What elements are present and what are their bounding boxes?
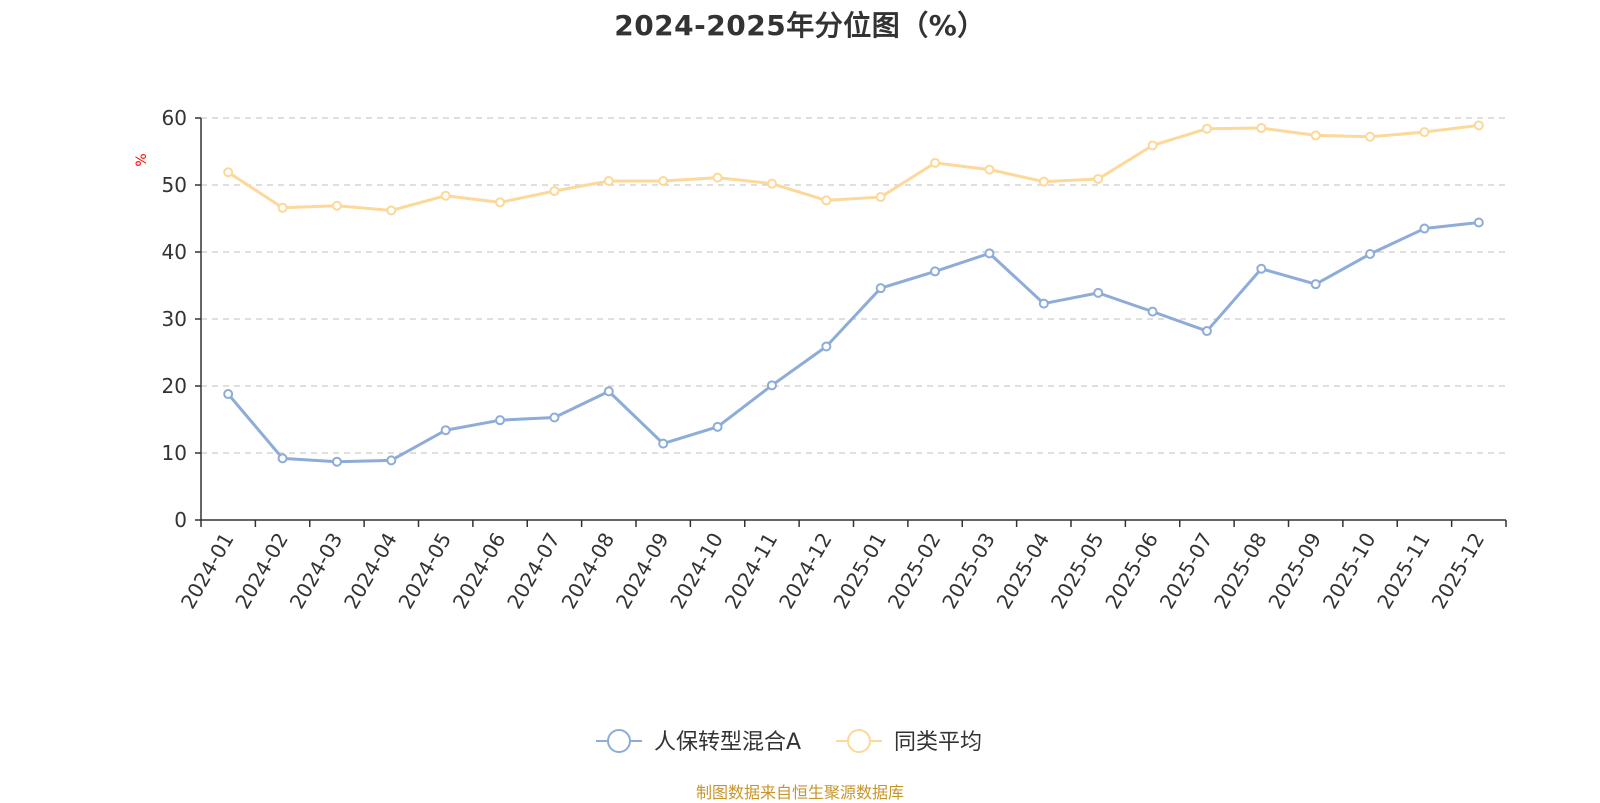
data-point[interactable] [1365,249,1376,260]
grid-lines [201,117,1506,454]
data-point[interactable] [440,425,451,436]
data-point[interactable] [1147,140,1158,151]
legend-marker [607,729,631,753]
data-point[interactable] [1473,217,1484,228]
data-point[interactable] [1473,120,1484,131]
data-point[interactable] [1310,279,1321,290]
data-point[interactable] [930,266,941,277]
x-tick-label: 2024-07 [502,529,565,613]
y-axis-ticks: 0 10 20 30 40 50 60 [162,106,201,532]
x-tick-label: 2025-03 [937,529,1000,613]
x-tick-label: 2024-03 [285,529,348,613]
x-tick-label: 2024-11 [720,529,783,613]
y-tick-label: 50 [162,173,187,197]
data-point[interactable] [1038,298,1049,309]
x-tick-label: 2025-08 [1209,529,1272,613]
y-axis-label: % [134,153,150,166]
legend-label: 人保转型混合A [654,730,801,755]
data-point[interactable] [658,438,669,449]
y-tick-label: 20 [162,374,187,398]
data-point[interactable] [821,195,832,206]
data-point[interactable] [1201,326,1212,337]
legend-item[interactable]: 同类平均 [836,729,982,755]
data-point[interactable] [1038,176,1049,187]
data-point[interactable] [1419,127,1430,138]
series-lines [223,120,1484,467]
x-tick-label: 2025-02 [883,529,946,613]
y-tick-label: 40 [162,240,187,264]
data-point[interactable] [658,175,669,186]
data-point[interactable] [549,186,560,197]
data-point[interactable] [603,175,614,186]
series-group [223,120,1484,216]
data-point[interactable] [821,341,832,352]
legend: 人保转型混合A 同类平均 [596,729,982,755]
x-tick-label: 2024-08 [557,529,620,613]
x-tick-label: 2024-02 [230,529,293,613]
data-point[interactable] [984,164,995,175]
data-point[interactable] [331,456,342,467]
series-line [227,221,1479,464]
y-tick-label: 10 [162,441,187,465]
x-tick-label: 2024-12 [774,529,837,613]
data-point[interactable] [495,415,506,426]
data-point[interactable] [277,453,288,464]
data-point[interactable] [1256,263,1267,274]
x-axis-ticks: 2024-012024-022024-032024-042024-052024-… [176,520,1507,613]
data-point[interactable] [495,197,506,208]
data-point[interactable] [930,157,941,168]
x-tick-label: 2025-12 [1427,529,1490,613]
data-point[interactable] [712,421,723,432]
data-point[interactable] [440,190,451,201]
data-point[interactable] [1147,306,1158,317]
data-point[interactable] [1201,123,1212,134]
data-point[interactable] [766,178,777,189]
data-point[interactable] [875,283,886,294]
data-point[interactable] [1093,287,1104,298]
legend-label: 同类平均 [894,730,982,755]
chart-title: 2024-2025年分位图（%） [614,9,986,42]
x-tick-label: 2025-11 [1372,529,1435,613]
data-point[interactable] [549,412,560,423]
x-tick-label: 2025-04 [992,529,1055,613]
data-point[interactable] [1365,131,1376,142]
data-point[interactable] [984,248,995,259]
x-tick-label: 2025-05 [1046,529,1109,613]
y-tick-label: 60 [162,106,187,130]
x-tick-label: 2025-10 [1318,529,1381,613]
x-tick-label: 2025-07 [1155,529,1218,613]
data-point[interactable] [386,455,397,466]
x-tick-label: 2024-09 [611,529,674,613]
x-tick-label: 2024-05 [393,529,456,613]
data-point[interactable] [1419,223,1430,234]
y-tick-label: 30 [162,307,187,331]
data-point[interactable] [386,205,397,216]
source-note: 制图数据来自恒生聚源数据库 [695,783,904,802]
data-point[interactable] [875,192,886,203]
data-point[interactable] [1256,123,1267,134]
data-point[interactable] [277,202,288,213]
legend-item[interactable]: 人保转型混合A [596,729,801,755]
legend-marker [847,729,871,753]
series-line [227,123,1479,212]
x-tick-label: 2025-09 [1263,529,1326,613]
x-tick-label: 2024-01 [176,529,239,613]
x-tick-label: 2024-04 [339,529,402,613]
data-point[interactable] [223,389,234,400]
data-point[interactable] [712,172,723,183]
data-point[interactable] [223,167,234,178]
y-tick-label: 0 [174,508,187,532]
data-point[interactable] [766,380,777,391]
data-point[interactable] [1093,173,1104,184]
x-tick-label: 2025-01 [828,529,891,613]
series-group [223,217,1484,467]
x-tick-label: 2024-10 [665,529,728,613]
x-tick-label: 2024-06 [448,529,511,613]
data-point[interactable] [331,200,342,211]
data-point[interactable] [1310,130,1321,141]
data-point[interactable] [603,386,614,397]
x-tick-label: 2025-06 [1100,529,1163,613]
